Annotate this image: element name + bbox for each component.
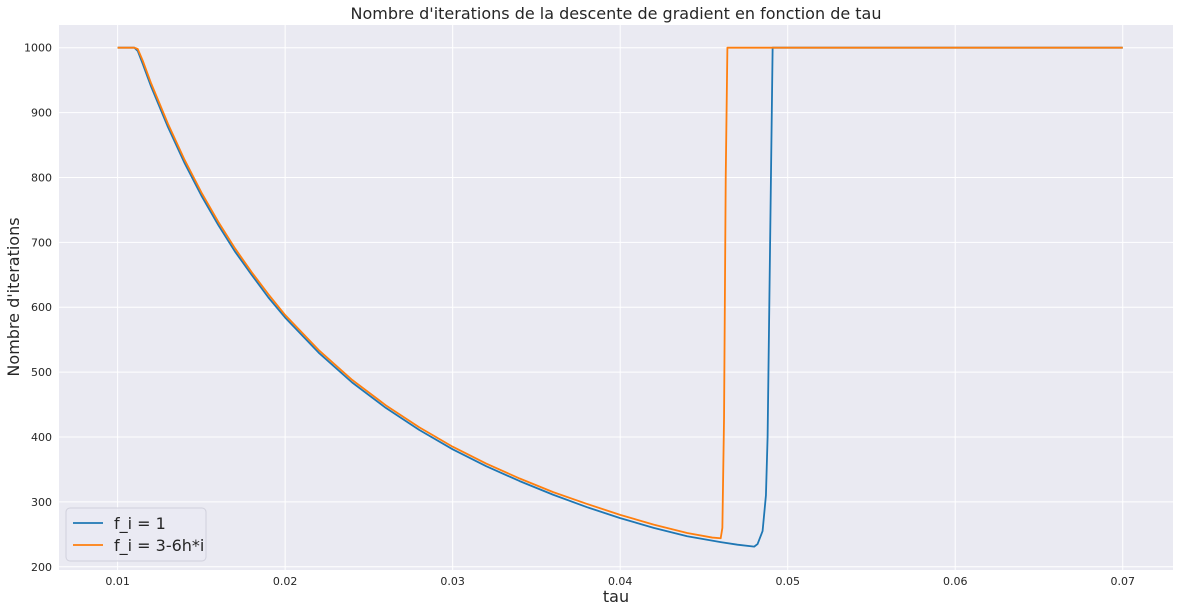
y-tick-label: 400: [31, 431, 52, 444]
y-tick-label: 800: [31, 171, 52, 184]
x-tick-label: 0.03: [440, 575, 465, 588]
legend-label-f-i-1: f_i = 1: [114, 514, 166, 534]
y-tick-label: 900: [31, 107, 52, 120]
x-tick-label: 0.01: [105, 575, 130, 588]
x-tick-label: 0.05: [775, 575, 800, 588]
y-tick-label: 700: [31, 236, 52, 249]
x-tick-label: 0.07: [1110, 575, 1135, 588]
y-tick-label: 200: [31, 561, 52, 574]
series-layer: [117, 46, 1123, 548]
legend-label-f-i-3-6hi: f_i = 3-6h*i: [114, 536, 204, 556]
x-axis-ticks: 0.01 0.02 0.03 0.04 0.05 0.06 0.07: [105, 575, 1135, 588]
chart-title: Nombre d'iterations de la descente de gr…: [350, 4, 881, 23]
x-axis-label: tau: [603, 587, 629, 606]
x-tick-label: 0.06: [943, 575, 968, 588]
y-tick-label: 500: [31, 366, 52, 379]
y-axis-ticks: 200 300 400 500 600 700 800 900 1000: [24, 42, 52, 574]
y-tick-label: 300: [31, 496, 52, 509]
x-tick-label: 0.04: [608, 575, 633, 588]
plot-area: [59, 25, 1173, 570]
legend: f_i = 1 f_i = 3-6h*i: [65, 507, 207, 562]
y-axis-label: Nombre d'iterations: [4, 217, 23, 376]
series-line-1: [117, 46, 1123, 540]
legend-box: [65, 507, 207, 562]
grid: [59, 25, 1173, 570]
x-tick-label: 0.02: [273, 575, 298, 588]
series-line-0: [117, 46, 1123, 548]
y-tick-label: 600: [31, 301, 52, 314]
y-tick-label: 1000: [24, 42, 52, 55]
